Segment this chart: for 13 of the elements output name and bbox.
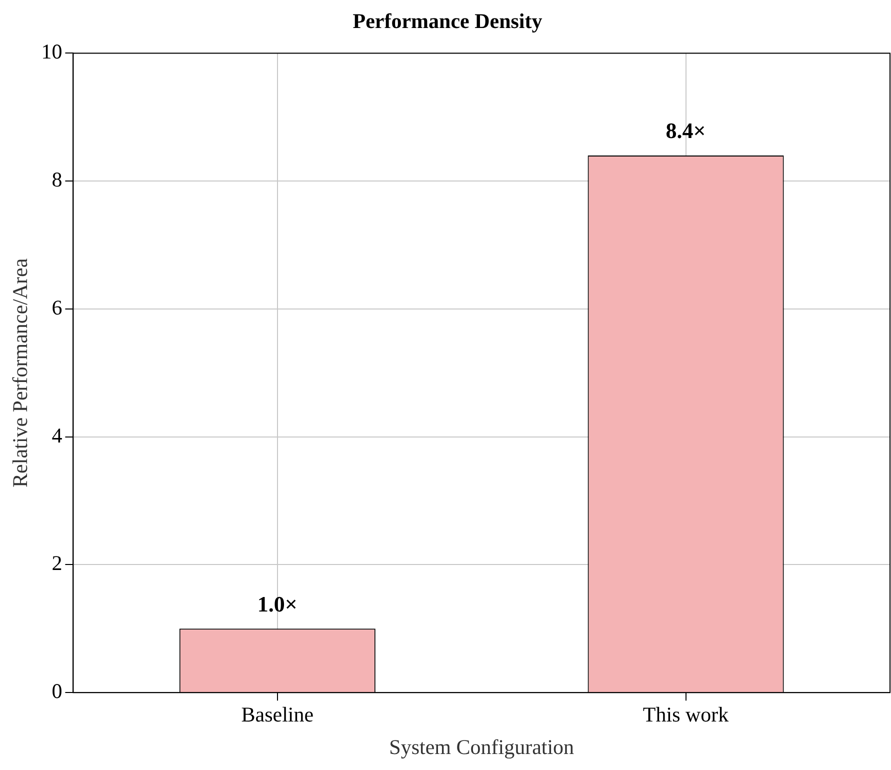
y-tick-label: 2 (52, 551, 62, 576)
chart-title: Performance Density (352, 9, 543, 34)
data-label: 8.4× (666, 118, 706, 144)
data-label: 1.0× (257, 591, 298, 616)
y-tick-label: 8 (52, 168, 62, 192)
y-tick-label: 0 (52, 679, 62, 704)
y-axis-title: Relative Performance/Area (8, 258, 32, 488)
x-tick-label: This work (642, 702, 730, 727)
y-tick-label: 6 (52, 295, 62, 320)
x-axis-title: System Configuration (389, 734, 575, 759)
x-tick-label: Baseline (241, 702, 314, 727)
y-tick-label: 10 (41, 40, 62, 64)
y-tick-label: 4 (52, 423, 63, 448)
